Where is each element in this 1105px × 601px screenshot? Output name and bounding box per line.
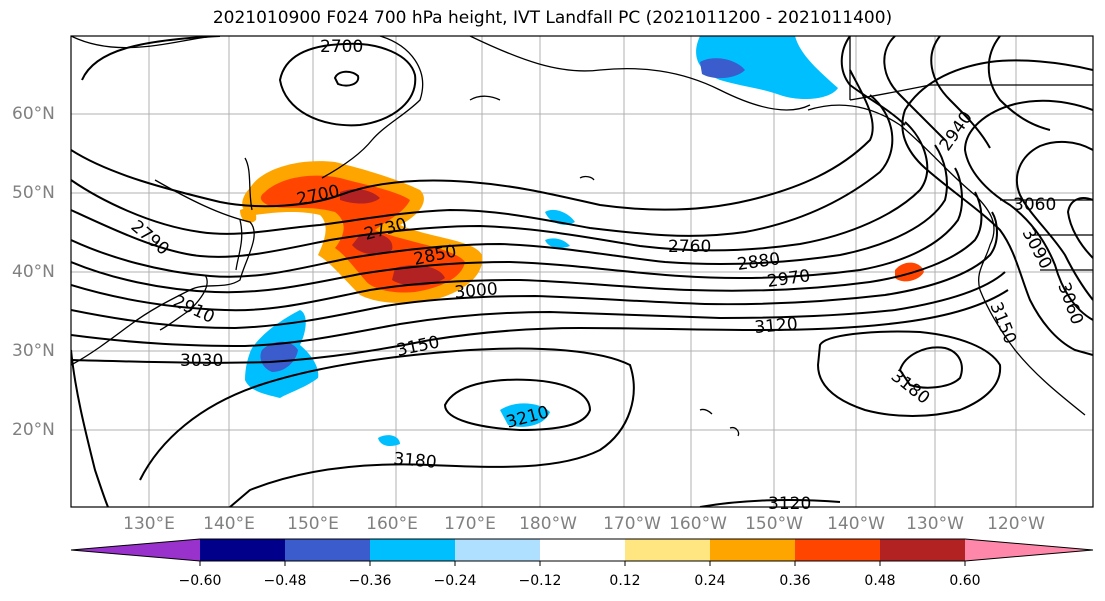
- coastlines: [71, 36, 1093, 437]
- strong-positive-anomaly-region: [260, 175, 465, 293]
- positive-anomaly-us-coast: [895, 262, 924, 282]
- colorbar-extend-high: [965, 539, 1093, 561]
- colorbar-extend-low: [71, 539, 200, 561]
- colorbar-tick-label: −0.48: [263, 573, 307, 589]
- negative-anomaly-subtropic: [378, 403, 550, 446]
- colorbar-tick-label: −0.24: [433, 573, 477, 589]
- lon-label: 150°E: [287, 514, 339, 534]
- colorbar-tick-label: 0.60: [949, 573, 981, 589]
- ivt-shading: [240, 36, 924, 446]
- colorbar-tick-label: −0.12: [518, 573, 562, 589]
- lon-label: 130°W: [906, 514, 964, 534]
- strong-negative-anomaly-alaska: [700, 58, 745, 79]
- negative-anomaly-alaska: [696, 36, 838, 100]
- contour-label: 3120: [754, 314, 799, 338]
- height-contours: [71, 36, 1093, 507]
- lon-label: 140°W: [827, 514, 885, 534]
- negative-anomaly-central: [545, 209, 575, 248]
- colorbar-tick-label: 0.36: [779, 573, 811, 589]
- colorbar-tick-label: −0.36: [348, 573, 392, 589]
- contour-label: 3000: [454, 279, 499, 303]
- colorbar-segment: [710, 539, 796, 561]
- lon-label: 120°W: [987, 514, 1045, 534]
- lon-label: 170°W: [603, 514, 661, 534]
- map-border: [70, 35, 1094, 508]
- lat-label: 30°N: [12, 341, 55, 361]
- lon-label: 180°W: [519, 514, 577, 534]
- colorbar-segment: [540, 539, 626, 561]
- colorbar-segment: [795, 539, 881, 561]
- colorbar-segment: [370, 539, 456, 561]
- lat-label: 60°N: [12, 104, 55, 124]
- colorbar-tick-label: 0.24: [694, 573, 726, 589]
- lon-label: 140°E: [203, 514, 255, 534]
- lat-label: 50°N: [12, 183, 55, 203]
- colorbar-segment: [455, 539, 541, 561]
- lat-label: 40°N: [12, 262, 55, 282]
- lon-label: 130°E: [123, 514, 175, 534]
- contour-label: 3180: [393, 449, 438, 473]
- strong-negative-anomaly-region: [260, 341, 298, 372]
- very-strong-positive-anomaly-region: [340, 189, 445, 286]
- colorbar-segment: [200, 539, 286, 561]
- colorbar-segment: [625, 539, 711, 561]
- colorbar: [70, 538, 1094, 566]
- colorbar-segment: [880, 539, 966, 561]
- lon-label: 170°E: [444, 514, 496, 534]
- contour-label: 2700: [320, 37, 363, 57]
- colorbar-tick-label: 0.48: [864, 573, 896, 589]
- graticule: [71, 36, 1093, 507]
- contour-label: 3030: [180, 351, 223, 371]
- colorbar-tick-label: −0.60: [178, 573, 222, 589]
- colorbar-segment: [285, 539, 371, 561]
- colorbar-tick-label: 0.12: [609, 573, 641, 589]
- plot-title: 2021010900 F024 700 hPa height, IVT Land…: [212, 8, 893, 28]
- lat-label: 20°N: [12, 420, 55, 440]
- contour-label: 2760: [668, 237, 711, 257]
- contour-label: 3120: [768, 494, 811, 514]
- lon-label: 160°E: [366, 514, 418, 534]
- lon-label: 150°W: [745, 514, 803, 534]
- contour-label: 3060: [1013, 195, 1056, 215]
- positive-anomaly-small: [240, 208, 257, 223]
- lon-label: 160°W: [669, 514, 727, 534]
